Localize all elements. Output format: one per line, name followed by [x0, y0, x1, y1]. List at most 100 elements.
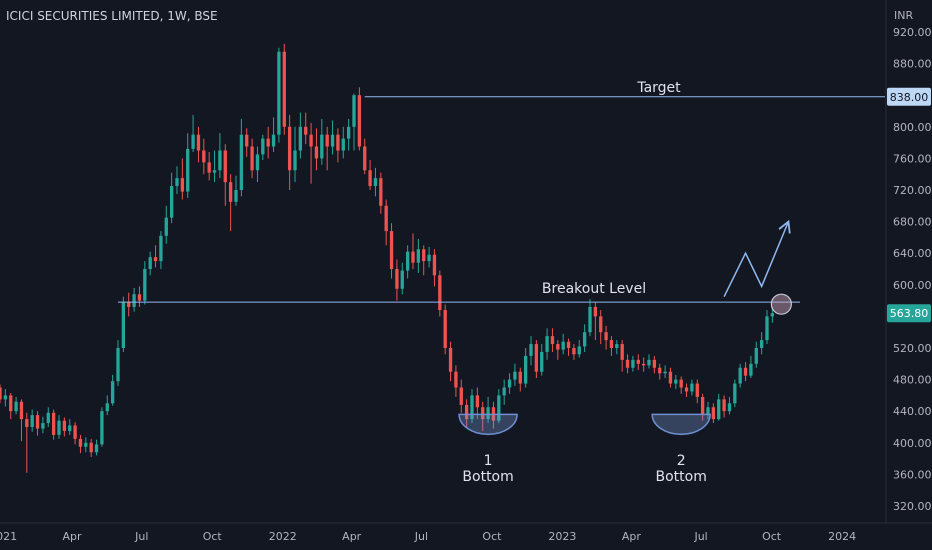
candle-body [615, 344, 619, 348]
candle-body [443, 310, 447, 348]
candle-body [175, 178, 179, 187]
candle [68, 419, 72, 435]
candle-body [411, 251, 415, 263]
candle-body [540, 351, 544, 372]
candle [57, 415, 61, 439]
target-price-box [887, 87, 931, 106]
candle-body [395, 269, 399, 289]
current-price-label: 563.80 [890, 307, 929, 320]
candle [341, 126, 345, 159]
candle-body [357, 95, 362, 147]
candle [384, 199, 388, 246]
candle [738, 363, 742, 388]
candle [572, 344, 576, 360]
y-tick-label: 320.00 [893, 500, 932, 513]
candle-body [19, 401, 24, 420]
candle [132, 287, 136, 312]
candle [0, 384, 2, 404]
candle [271, 117, 276, 153]
candle-body [169, 186, 174, 218]
candle [497, 389, 501, 424]
candle-body [652, 359, 657, 368]
target-label: Target [636, 80, 681, 96]
candle-body [438, 275, 442, 311]
candle-body [245, 134, 249, 147]
candle-body [582, 332, 587, 347]
candle-body [94, 444, 99, 453]
candle-body [738, 367, 742, 384]
candle [749, 355, 753, 379]
y-tick-label: 880.00 [893, 58, 932, 71]
candle [711, 403, 716, 424]
candle [207, 152, 211, 181]
candle [679, 376, 683, 394]
candle-body [507, 379, 512, 388]
candle-body [448, 348, 453, 372]
candle-body [9, 395, 13, 412]
candle [582, 324, 587, 352]
time-axis[interactable]: 2021 Apr Jul Oct 2022 Apr Jul Oct 2023 Apr Jul Oct 2… [0, 530, 856, 543]
candle [110, 374, 115, 406]
candle [153, 245, 158, 268]
candle [169, 172, 174, 224]
candle [754, 341, 758, 368]
y-tick-label: 600.00 [893, 279, 932, 292]
bottom-arc-2 [651, 413, 711, 436]
candle [3, 389, 8, 407]
x-tick-label: Oct [762, 530, 782, 543]
bottom-arc-1 [458, 413, 518, 436]
candle [309, 122, 313, 184]
candle-body [336, 134, 340, 151]
candle [545, 328, 549, 360]
candle [765, 310, 769, 345]
candle [100, 407, 104, 447]
candle-body [277, 51, 281, 135]
candle [400, 262, 404, 295]
candle-body [722, 399, 726, 412]
candle-body [180, 178, 185, 192]
candle [684, 383, 689, 397]
candle-body [35, 415, 40, 429]
candle [304, 112, 308, 145]
candle [658, 363, 662, 380]
candle-body [502, 387, 506, 396]
candle [604, 325, 608, 350]
candle-body [700, 396, 705, 416]
candle [668, 367, 673, 388]
bottom-label-1: Bottom [462, 469, 513, 485]
y-tick-label: 640.00 [893, 247, 932, 260]
candle-body [631, 359, 635, 368]
candle-body [566, 341, 571, 348]
candle [202, 138, 206, 175]
candle-body [427, 254, 431, 262]
candle-body [432, 254, 437, 276]
candle [148, 251, 152, 276]
candle [534, 340, 539, 379]
candle [566, 338, 571, 356]
candle-body [325, 134, 329, 147]
candle-body [556, 344, 560, 350]
candle [277, 47, 281, 143]
candle [432, 249, 437, 287]
candle [186, 133, 190, 198]
x-tick-label: Oct [203, 530, 223, 543]
candle-body [100, 411, 104, 445]
candle [636, 354, 640, 371]
candle-body [545, 336, 549, 352]
candle [180, 158, 185, 200]
candle [615, 340, 619, 355]
candle-body [363, 146, 367, 171]
candle-body [690, 383, 694, 392]
candle [470, 389, 474, 424]
y-tick-label: 480.00 [893, 374, 932, 387]
price-axis[interactable]: INR 920.00 880.00 800.00 760.00 720.00 680.00 6… [893, 9, 932, 513]
candle [78, 434, 83, 454]
candle-body [346, 126, 351, 139]
candle [282, 43, 286, 135]
candle-body [250, 146, 254, 171]
candle [116, 340, 120, 386]
candle-body [679, 379, 683, 388]
candle-body [572, 348, 576, 355]
